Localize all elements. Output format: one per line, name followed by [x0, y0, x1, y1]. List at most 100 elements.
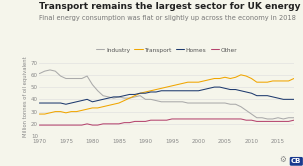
Industry [265, 118, 269, 120]
Other [159, 119, 163, 121]
Other [80, 124, 84, 126]
Homes [69, 102, 73, 104]
Other [271, 120, 275, 122]
Line: Industry: Industry [39, 70, 294, 119]
Industry [112, 97, 115, 99]
Industry [53, 70, 57, 72]
Industry [260, 117, 264, 119]
Transport [128, 97, 131, 99]
Homes [85, 98, 89, 100]
Homes [59, 102, 62, 104]
Other [239, 118, 243, 120]
Homes [276, 97, 280, 99]
Industry [69, 78, 73, 80]
Homes [250, 92, 253, 94]
Other [96, 124, 99, 126]
Other [154, 119, 158, 121]
Transport [260, 81, 264, 83]
Other [138, 120, 142, 122]
Transport [106, 104, 110, 106]
Homes [260, 95, 264, 97]
Homes [106, 97, 110, 99]
Transport [138, 92, 142, 94]
Homes [165, 90, 168, 92]
Other [228, 118, 232, 120]
Other [250, 119, 253, 121]
Industry [48, 69, 52, 71]
Industry [181, 101, 184, 103]
Industry [218, 102, 221, 104]
Industry [212, 102, 216, 104]
Industry [234, 103, 237, 105]
Other [149, 119, 152, 121]
Other [234, 118, 237, 120]
Other [223, 118, 227, 120]
Other [101, 123, 105, 125]
Industry [186, 102, 190, 104]
Y-axis label: Million tonnes of oil equivalent: Million tonnes of oil equivalent [23, 56, 28, 137]
Other [85, 123, 89, 125]
Transport [244, 75, 248, 77]
Transport [175, 84, 179, 86]
Other [122, 122, 126, 124]
Homes [212, 86, 216, 88]
Other [186, 118, 190, 120]
Homes [170, 90, 174, 92]
Homes [244, 91, 248, 93]
Homes [138, 92, 142, 94]
Other [43, 124, 46, 126]
Other [112, 123, 115, 125]
Other [255, 120, 258, 122]
Industry [223, 102, 227, 104]
Homes [234, 88, 237, 90]
Transport [170, 85, 174, 87]
Industry [59, 75, 62, 77]
Line: Transport: Transport [39, 75, 294, 114]
Transport [239, 74, 243, 76]
Industry [228, 103, 232, 105]
Homes [117, 96, 121, 98]
Transport [96, 107, 99, 109]
Transport [122, 100, 126, 102]
Homes [197, 90, 200, 92]
Industry [117, 96, 121, 98]
Homes [53, 102, 57, 104]
Transport [85, 108, 89, 110]
Transport [144, 91, 147, 93]
Industry [106, 96, 110, 98]
Industry [43, 70, 46, 72]
Homes [202, 88, 205, 90]
Homes [133, 93, 137, 95]
Homes [223, 87, 227, 89]
Other [191, 118, 195, 120]
Homes [186, 90, 190, 92]
Text: ⚙: ⚙ [279, 155, 286, 164]
Other [144, 120, 147, 122]
Transport [276, 80, 280, 82]
Industry [149, 98, 152, 100]
Industry [64, 78, 68, 80]
Industry [197, 102, 200, 104]
Other [260, 120, 264, 122]
Homes [255, 95, 258, 97]
Homes [112, 96, 115, 98]
Homes [271, 96, 275, 98]
Transport [228, 78, 232, 80]
Other [212, 118, 216, 120]
Other [64, 124, 68, 126]
Other [287, 120, 290, 122]
Other [53, 124, 57, 126]
Industry [276, 117, 280, 119]
Homes [96, 100, 99, 102]
Transport [117, 102, 121, 104]
Other [133, 120, 137, 122]
Other [91, 124, 94, 126]
Transport [53, 111, 57, 113]
Industry [122, 97, 126, 99]
Industry [175, 101, 179, 103]
Transport [271, 80, 275, 82]
Industry [96, 90, 99, 92]
Industry [75, 78, 78, 80]
Industry [38, 73, 41, 75]
Other [292, 119, 296, 121]
